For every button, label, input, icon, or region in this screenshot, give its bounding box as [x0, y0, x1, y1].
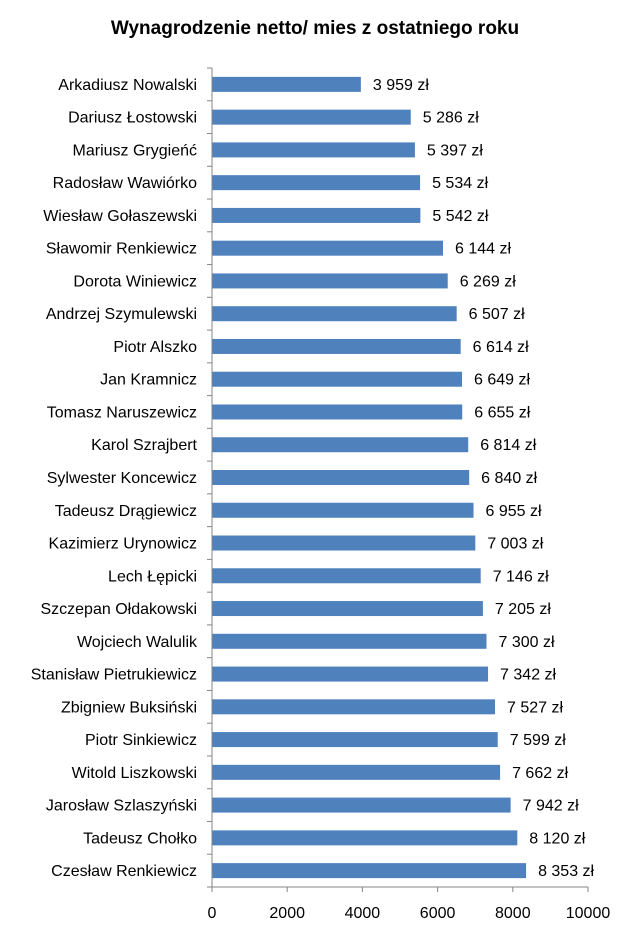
x-tick-label: 2000	[269, 905, 305, 922]
category-label: Sylwester Koncewicz	[47, 470, 197, 487]
data-label: 6 814 zł	[480, 437, 536, 454]
data-label: 7 300 zł	[498, 634, 554, 651]
bar	[212, 404, 463, 420]
category-label: Szczepan Ołdakowski	[40, 601, 197, 618]
data-label: 7 599 zł	[510, 732, 566, 749]
data-label: 6 840 zł	[481, 470, 537, 487]
data-label: 5 534 zł	[432, 175, 488, 192]
bar	[212, 437, 469, 453]
x-tick-label: 8000	[495, 905, 531, 922]
bar	[212, 240, 444, 256]
bar	[212, 863, 527, 879]
data-label: 6 955 zł	[486, 503, 542, 520]
data-label: 8 353 zł	[538, 863, 594, 880]
bar	[212, 732, 498, 748]
bar	[212, 207, 421, 223]
bar	[212, 568, 481, 584]
category-label: Radosław Wawiórko	[53, 175, 197, 192]
bar	[212, 764, 501, 780]
bar	[212, 109, 411, 125]
data-label: 7 146 zł	[493, 568, 549, 585]
category-label: Dorota Winiewicz	[73, 273, 197, 290]
category-label: Tomasz Naruszewicz	[47, 404, 197, 421]
data-label: 7 003 zł	[487, 536, 543, 553]
data-label: 6 507 zł	[469, 306, 525, 323]
data-label: 5 397 zł	[427, 142, 483, 159]
category-label: Czesław Renkiewicz	[51, 863, 197, 880]
category-label: Witold Liszkowski	[72, 765, 197, 782]
bar	[212, 306, 457, 322]
data-label: 6 649 zł	[474, 372, 530, 389]
x-tick-label: 10000	[566, 905, 611, 922]
bar	[212, 666, 489, 682]
bar	[212, 470, 470, 485]
bar	[212, 175, 421, 191]
data-label: 6 269 zł	[460, 273, 516, 290]
category-label: Piotr Sinkiewicz	[85, 732, 197, 749]
category-label: Jan Kramnicz	[100, 372, 197, 389]
category-label: Arkadiusz Nowalski	[58, 77, 197, 94]
category-label: Kazimierz Urynowicz	[49, 536, 197, 553]
category-label: Dariusz Łostowski	[68, 110, 197, 127]
category-label: Andrzej Szymulewski	[46, 306, 197, 323]
category-label: Jarosław Szlaszyński	[46, 798, 197, 815]
category-label: Wojciech Walulik	[77, 634, 198, 651]
data-label: 6 614 zł	[473, 339, 529, 356]
bar	[212, 535, 476, 551]
bar	[212, 371, 463, 387]
x-tick-label: 6000	[420, 905, 456, 922]
data-label: 5 286 zł	[423, 110, 479, 127]
bar	[212, 142, 415, 158]
data-label: 7 342 zł	[500, 667, 556, 684]
bar	[212, 633, 487, 649]
x-tick-label: 0	[208, 905, 217, 922]
bar	[212, 76, 361, 92]
data-label: 7 205 zł	[495, 601, 551, 618]
category-label: Karol Szrajbert	[91, 437, 197, 454]
bar	[212, 830, 518, 846]
x-tick-label: 4000	[345, 905, 381, 922]
category-label: Tadeusz Drągiewicz	[55, 503, 197, 520]
chart-title: Wynagrodzenie netto/ mies z ostatniego r…	[110, 18, 520, 39]
data-label: 7 662 zł	[512, 765, 568, 782]
data-label: 6 144 zł	[455, 241, 511, 258]
category-label: Mariusz Grygieńć	[73, 142, 197, 159]
bar	[212, 699, 496, 715]
bar	[212, 338, 461, 354]
category-label: Lech Łępicki	[108, 568, 197, 585]
category-label: Piotr Alszko	[113, 339, 197, 356]
category-label: Tadeusz Chołko	[83, 830, 197, 847]
bar	[212, 601, 483, 617]
bar	[212, 502, 474, 518]
data-label: 8 120 zł	[529, 830, 585, 847]
category-label: Zbigniew Buksiński	[61, 699, 197, 716]
category-label: Stanisław Pietrukiewicz	[31, 667, 197, 684]
bar	[212, 273, 448, 289]
category-label: Wiesław Gołaszewski	[43, 208, 197, 225]
data-label: 6 655 zł	[474, 404, 530, 421]
data-label: 5 542 zł	[432, 208, 488, 225]
data-label: 7 942 zł	[523, 798, 579, 815]
bar	[212, 797, 511, 813]
category-label: Sławomir Renkiewicz	[46, 241, 197, 258]
data-label: 7 527 zł	[507, 699, 563, 716]
data-label: 3 959 zł	[373, 77, 429, 94]
